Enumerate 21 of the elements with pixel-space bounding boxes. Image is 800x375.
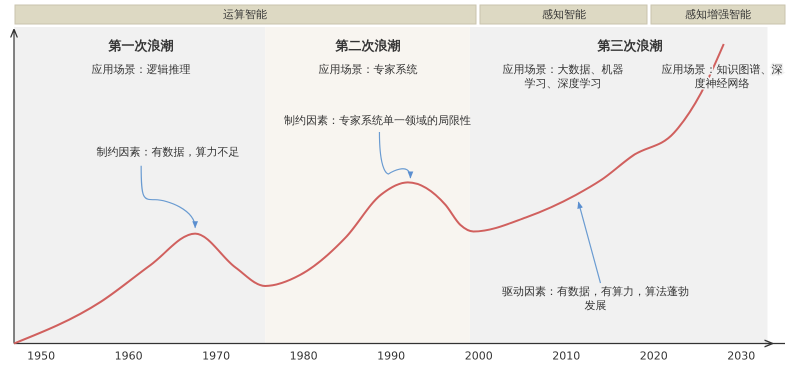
- x-tick-label: 2010: [552, 349, 580, 362]
- x-tick-label: 1960: [114, 349, 143, 362]
- annotation: 制约因素：有数据，算力不足: [96, 146, 240, 159]
- x-tick-label: 2030: [727, 349, 756, 362]
- annotation: 制约因素：专家系统单一领域的局限性: [284, 114, 471, 127]
- annotation: 应用场景：专家系统: [318, 63, 418, 76]
- annotation: 应用场景：大数据、机器学习、深度学习: [502, 63, 624, 90]
- x-tick-label: 2020: [640, 349, 668, 362]
- text: 感知增强智能: [685, 8, 751, 21]
- x-tick-label: 1950: [27, 349, 56, 362]
- x-tick-label: 1990: [377, 349, 406, 362]
- annotation: 第一次浪潮: [108, 38, 174, 54]
- text: 运算智能: [223, 8, 267, 21]
- x-tick-label: 1980: [290, 349, 318, 362]
- x-tick-label: 2000: [464, 349, 493, 362]
- annotation: 应用场景：逻辑推理: [92, 63, 190, 76]
- annotation: 第三次浪潮: [596, 38, 662, 54]
- x-tick-label: 1970: [202, 349, 230, 362]
- text: 感知智能: [542, 8, 586, 21]
- annotation: 第二次浪潮: [334, 38, 400, 54]
- annotation: 驱动因素：有数据，有算力，算法蓬勃发展: [502, 285, 689, 312]
